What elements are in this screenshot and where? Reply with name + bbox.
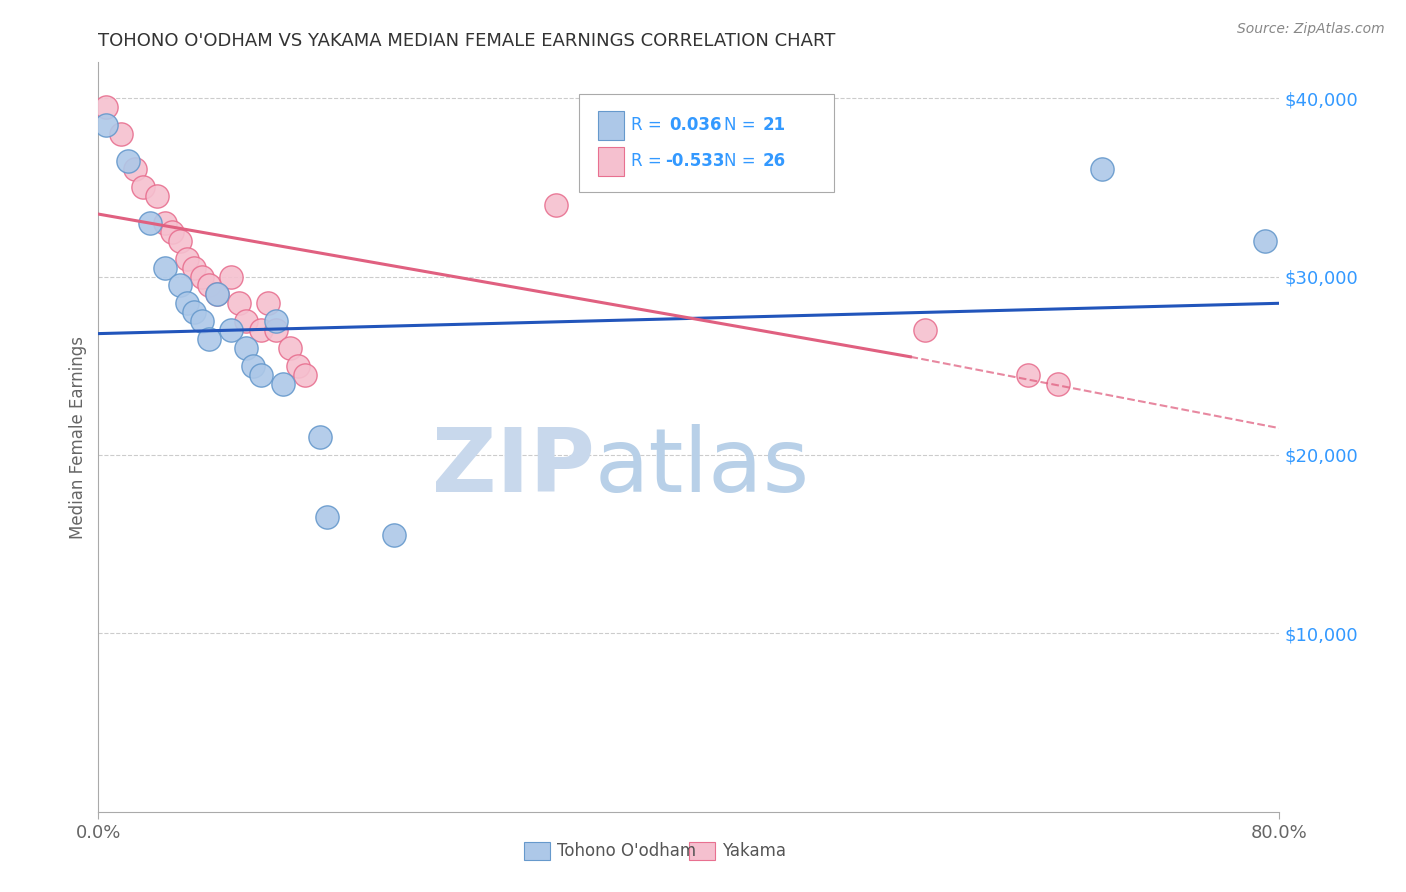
Point <box>250 323 273 337</box>
Point <box>139 216 162 230</box>
FancyBboxPatch shape <box>579 94 834 192</box>
Text: 21: 21 <box>762 116 786 135</box>
Point <box>153 216 176 230</box>
Text: 0.036: 0.036 <box>669 116 721 135</box>
Point <box>287 359 309 373</box>
Point <box>294 368 316 382</box>
Point <box>94 118 117 132</box>
Point <box>235 314 257 328</box>
Text: Tohono O'odham: Tohono O'odham <box>557 842 696 861</box>
Point <box>221 323 243 337</box>
Text: atlas: atlas <box>595 424 810 510</box>
FancyBboxPatch shape <box>598 147 624 176</box>
Point <box>250 368 273 382</box>
Point <box>257 296 280 310</box>
Point <box>546 198 568 212</box>
Point <box>176 252 198 266</box>
Point <box>153 260 176 275</box>
Text: -0.533: -0.533 <box>665 153 725 170</box>
FancyBboxPatch shape <box>598 112 624 140</box>
Text: N =: N = <box>724 153 761 170</box>
Text: R =: R = <box>631 116 666 135</box>
Point <box>94 100 117 114</box>
Point <box>117 153 139 168</box>
Text: N =: N = <box>724 116 761 135</box>
Text: ZIP: ZIP <box>432 424 595 510</box>
Point <box>183 305 205 319</box>
Point <box>316 510 339 524</box>
Point <box>198 278 221 293</box>
Point <box>183 260 205 275</box>
Point <box>205 287 228 301</box>
Point <box>914 323 936 337</box>
Point <box>198 332 221 346</box>
Point <box>146 189 169 203</box>
Text: Source: ZipAtlas.com: Source: ZipAtlas.com <box>1237 22 1385 37</box>
Point <box>1091 162 1114 177</box>
Point <box>169 234 191 248</box>
Point <box>124 162 146 177</box>
Point <box>235 341 257 355</box>
Point <box>205 287 228 301</box>
Point <box>169 278 191 293</box>
Text: R =: R = <box>631 153 666 170</box>
Point <box>1018 368 1040 382</box>
Y-axis label: Median Female Earnings: Median Female Earnings <box>69 335 87 539</box>
Text: Yakama: Yakama <box>723 842 786 861</box>
Point <box>264 323 287 337</box>
Point <box>176 296 198 310</box>
Point <box>221 269 243 284</box>
Point <box>280 341 302 355</box>
Point <box>1046 376 1070 391</box>
Point <box>162 225 183 239</box>
Point <box>1254 234 1277 248</box>
FancyBboxPatch shape <box>523 842 550 861</box>
Point <box>228 296 250 310</box>
Point <box>191 269 214 284</box>
Point <box>242 359 264 373</box>
Point <box>110 127 132 141</box>
Point <box>382 528 405 542</box>
Point <box>132 180 155 194</box>
Text: TOHONO O'ODHAM VS YAKAMA MEDIAN FEMALE EARNINGS CORRELATION CHART: TOHONO O'ODHAM VS YAKAMA MEDIAN FEMALE E… <box>98 32 835 50</box>
Point <box>264 314 287 328</box>
Point <box>309 430 332 444</box>
FancyBboxPatch shape <box>689 842 714 861</box>
Point <box>271 376 294 391</box>
Text: 26: 26 <box>762 153 786 170</box>
Point <box>191 314 214 328</box>
